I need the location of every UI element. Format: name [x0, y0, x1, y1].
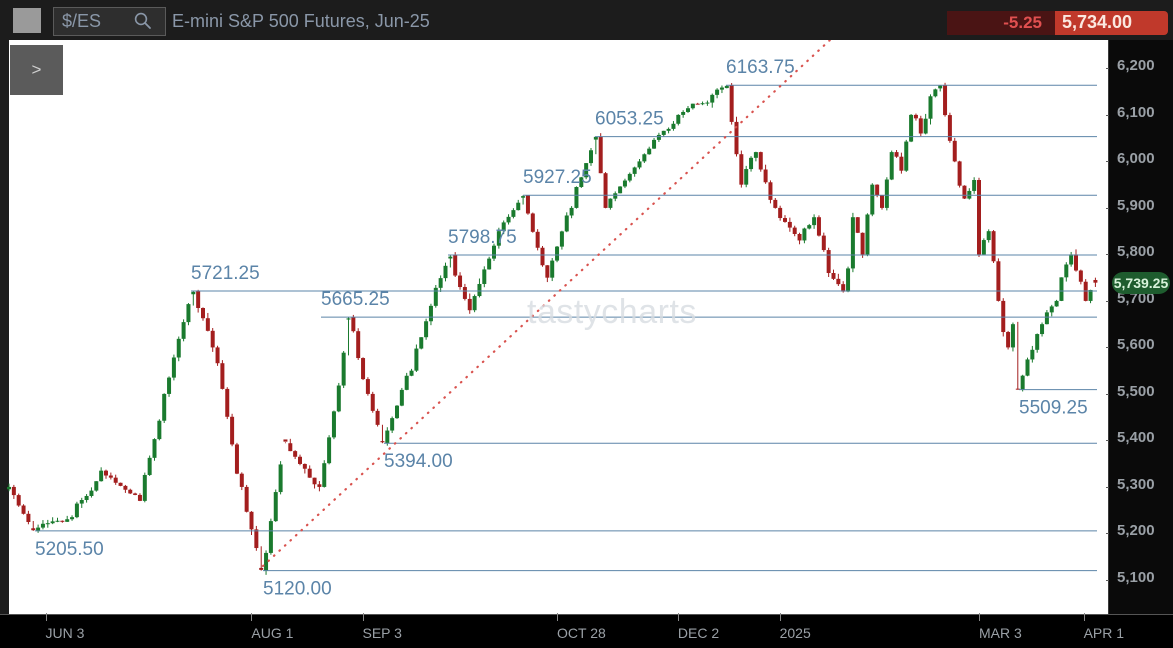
svg-text:5120.00: 5120.00: [263, 579, 332, 600]
svg-text:5798.75: 5798.75: [448, 227, 517, 248]
svg-text:6053.25: 6053.25: [595, 109, 664, 130]
svg-text:5721.25: 5721.25: [191, 263, 260, 284]
svg-text:5509.25: 5509.25: [1019, 398, 1088, 419]
svg-text:6163.75: 6163.75: [726, 57, 795, 78]
svg-text:5205.50: 5205.50: [35, 539, 104, 560]
svg-text:5394.00: 5394.00: [384, 451, 453, 472]
svg-text:5665.25: 5665.25: [321, 289, 390, 310]
svg-text:5927.25: 5927.25: [523, 167, 592, 188]
